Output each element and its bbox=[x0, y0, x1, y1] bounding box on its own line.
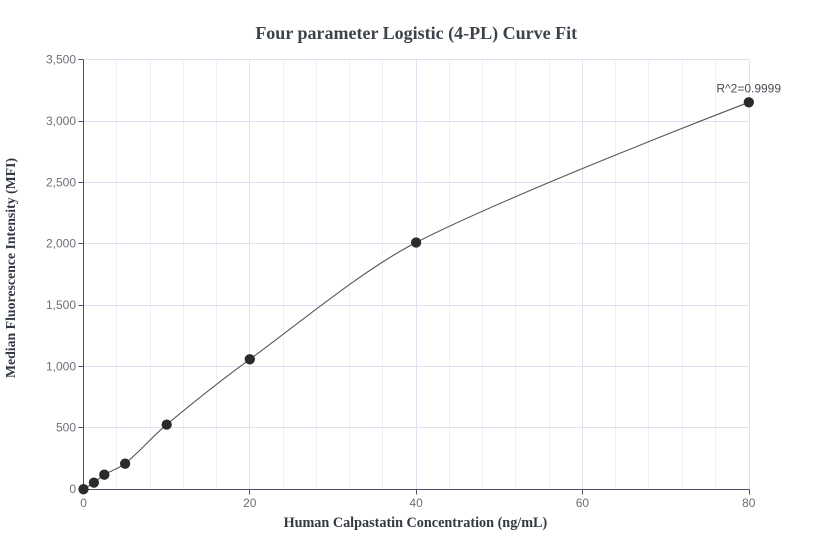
svg-text:500: 500 bbox=[56, 421, 76, 435]
svg-text:2,500: 2,500 bbox=[46, 175, 76, 189]
svg-text:80: 80 bbox=[742, 496, 756, 510]
svg-text:R^2=0.9999: R^2=0.9999 bbox=[716, 82, 781, 96]
svg-text:20: 20 bbox=[243, 496, 257, 510]
svg-text:0: 0 bbox=[80, 496, 87, 510]
svg-text:Four parameter Logistic (4-PL): Four parameter Logistic (4-PL) Curve Fit bbox=[255, 23, 577, 44]
svg-text:1,500: 1,500 bbox=[46, 298, 76, 312]
svg-text:3,500: 3,500 bbox=[46, 53, 76, 67]
svg-text:1,000: 1,000 bbox=[46, 359, 76, 373]
svg-text:0: 0 bbox=[69, 482, 76, 496]
svg-text:3,000: 3,000 bbox=[46, 114, 76, 128]
svg-text:60: 60 bbox=[576, 496, 590, 510]
svg-text:Median Fluorescence Intensity: Median Fluorescence Intensity (MFI) bbox=[3, 158, 19, 378]
svg-text:40: 40 bbox=[409, 496, 423, 510]
svg-text:Human Calpastatin Concentratio: Human Calpastatin Concentration (ng/mL) bbox=[284, 515, 548, 531]
svg-text:2,000: 2,000 bbox=[46, 237, 76, 251]
